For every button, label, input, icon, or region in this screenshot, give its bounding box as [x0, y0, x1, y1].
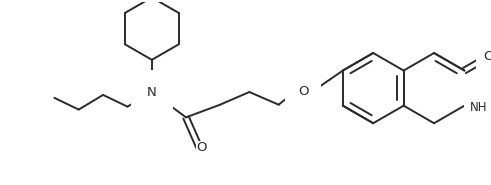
Text: NH: NH — [470, 101, 488, 114]
Text: O: O — [196, 141, 207, 154]
Text: O: O — [298, 85, 308, 97]
Text: N: N — [147, 85, 157, 98]
Text: O: O — [483, 50, 491, 63]
